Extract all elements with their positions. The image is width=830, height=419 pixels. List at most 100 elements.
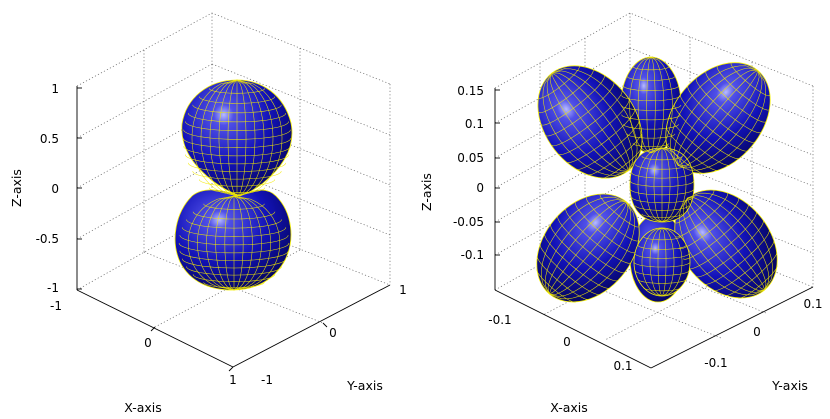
right-mesh-lower-right-lon: [687, 195, 770, 291]
right-ztick-label: 0: [476, 181, 484, 195]
left-zlabel: Z-axis: [9, 169, 24, 207]
right-mesh-lower-right-lat: [688, 211, 757, 269]
left-plot: 1 0.5 0 -0.5 -1 -1 0 1 -1 0 1 Z-axis X-a…: [9, 12, 407, 415]
right-mesh-upper-right-lat: [687, 85, 756, 143]
left-mesh-upper-lon: [209, 79, 238, 197]
right-mesh-back-top-lat: [623, 124, 679, 130]
right-surface: [536, 56, 778, 303]
right-plot: 0.15 0.1 0.05 0 -0.05 -0.1 -0.1 0 0.1 -0…: [419, 12, 823, 415]
right-mesh-lower-right-lon: [687, 197, 765, 291]
right-mesh-back-top-lon: [646, 56, 652, 154]
right-mesh-front-bottom-lat: [634, 270, 690, 276]
right-ytick-label: -0.1: [704, 356, 727, 370]
right-mesh-lower-right-lat: [724, 251, 778, 296]
right-mesh-upper-right-lon: [670, 65, 758, 166]
left-mesh-lower-lon: [187, 195, 235, 291]
right-mesh-lower-right-lat: [738, 265, 778, 299]
right-mesh-back-top-lat: [621, 114, 681, 121]
right-lobe-front-bottom: [633, 227, 691, 297]
left-xtick-label: 0: [144, 336, 152, 350]
right-mesh-upper-right-lon: [673, 67, 758, 166]
right-mesh-back-top-lon: [650, 56, 673, 154]
left-mesh-upper-lon: [227, 79, 238, 197]
left-ytick-label: -1: [261, 373, 273, 387]
right-mesh-upper-left-lon: [551, 68, 638, 172]
right-mesh-upper-right-lon: [677, 70, 759, 166]
right-mesh-lower-left-lat: [539, 243, 601, 295]
right-mesh-front-bottom-lon: [661, 227, 667, 297]
left-mesh-upper-lon: [236, 79, 247, 197]
left-mesh-upper-lon: [236, 79, 265, 197]
right-mesh-upper-right-lon: [678, 70, 763, 169]
left-lobe-lower: [174, 189, 292, 291]
right-mesh-back-top-lat: [626, 133, 676, 139]
right-mesh-lower-right-lat: [678, 197, 740, 250]
right-mesh-upper-right-lat: [695, 77, 762, 134]
left-mesh-upper-lon: [200, 79, 238, 197]
left-mesh-lower-lon: [233, 195, 262, 291]
right-mesh-lower-right-lon: [687, 197, 765, 291]
right-xticks: -0.1 0 0.1: [488, 313, 632, 373]
right-mesh-lower-left-lat: [599, 194, 640, 228]
right-mesh-upper-right-lon: [678, 70, 760, 166]
right-mesh-center-lon: [653, 147, 663, 223]
right-mesh-lower-left-lat: [550, 223, 619, 282]
right-mesh-upper-left-lat: [538, 69, 594, 114]
right-mesh-lower-left-lon: [544, 199, 627, 295]
right-mesh-upper-left-lon: [551, 72, 629, 171]
right-mesh-lower-right-lon: [685, 197, 765, 291]
right-mesh-front-bottom-lat: [643, 287, 681, 292]
right-mesh-back-top-lon: [629, 56, 652, 154]
left-ztick-label: -1: [47, 281, 59, 295]
right-mesh-lower-left-lat: [574, 201, 636, 254]
right-xtick-label: -0.1: [488, 313, 511, 327]
left-mesh-upper-lon: [236, 79, 256, 197]
right-xlabel: X-axis: [550, 400, 588, 415]
right-mesh-front-bottom-lon: [657, 227, 663, 297]
right-mesh-upper-right-lat: [665, 140, 705, 174]
left-surface: [174, 79, 293, 291]
right-mesh-upper-left-lon: [551, 72, 631, 171]
right-mesh-lower-left-lon: [547, 201, 627, 295]
right-mesh-lower-left-lon: [549, 201, 635, 300]
right-mesh-front-bottom-lat: [643, 236, 681, 241]
left-mesh-upper-lon: [191, 79, 238, 197]
right-mesh-upper-right-lon: [677, 70, 759, 166]
left-mesh-upper-lon: [236, 79, 274, 197]
right-xtick-label: 0.1: [613, 359, 632, 373]
right-mesh-lower-right-lon: [687, 197, 767, 291]
right-mesh-upper-left-lat: [600, 145, 643, 179]
left-mesh-lower-lon: [197, 195, 235, 291]
left-mesh-lower-lon: [233, 195, 244, 291]
left-yticks: -1 0 1: [261, 283, 407, 387]
left-ylabel: Y-axis: [346, 378, 383, 393]
left-xlabel: X-axis: [124, 400, 162, 415]
right-mesh-upper-left-lat: [575, 119, 640, 170]
right-mesh-back-top-lat: [621, 95, 681, 101]
right-mesh-upper-left-lon: [542, 72, 629, 176]
right-mesh-back-top-lat: [632, 66, 670, 71]
left-ytick-label: 1: [399, 283, 407, 297]
right-ytick-label: 0.1: [803, 297, 822, 311]
right-mesh-front-bottom-lon: [649, 227, 663, 297]
right-mesh-lower-right-lon: [679, 197, 765, 296]
right-ztick-label: -0.1: [461, 248, 484, 262]
right-mesh-back-top-lat: [623, 85, 679, 91]
right-mesh-upper-left-lat: [551, 89, 623, 147]
right-mesh-upper-left-lon: [546, 72, 629, 174]
left-mesh-lower-lon: [224, 195, 235, 291]
left-ztick-label: 1: [51, 82, 59, 96]
right-ztick-label: 0.1: [465, 117, 484, 131]
right-mesh-upper-left-lat: [558, 98, 630, 155]
right-mesh-upper-right-lat: [680, 94, 749, 152]
right-mesh-upper-right-lat: [674, 103, 740, 159]
left-xticks: -1 0 1: [50, 299, 237, 387]
right-mesh-lower-right-lat: [674, 190, 715, 224]
left-mesh-upper-lon: [218, 79, 238, 197]
left-xtick-label: -1: [50, 299, 62, 313]
right-ylabel: Y-axis: [771, 378, 808, 393]
left-mesh-lower-lon: [206, 195, 235, 291]
right-mesh-front-bottom-lon: [661, 227, 675, 297]
right-mesh-lower-right-lat: [675, 192, 728, 238]
